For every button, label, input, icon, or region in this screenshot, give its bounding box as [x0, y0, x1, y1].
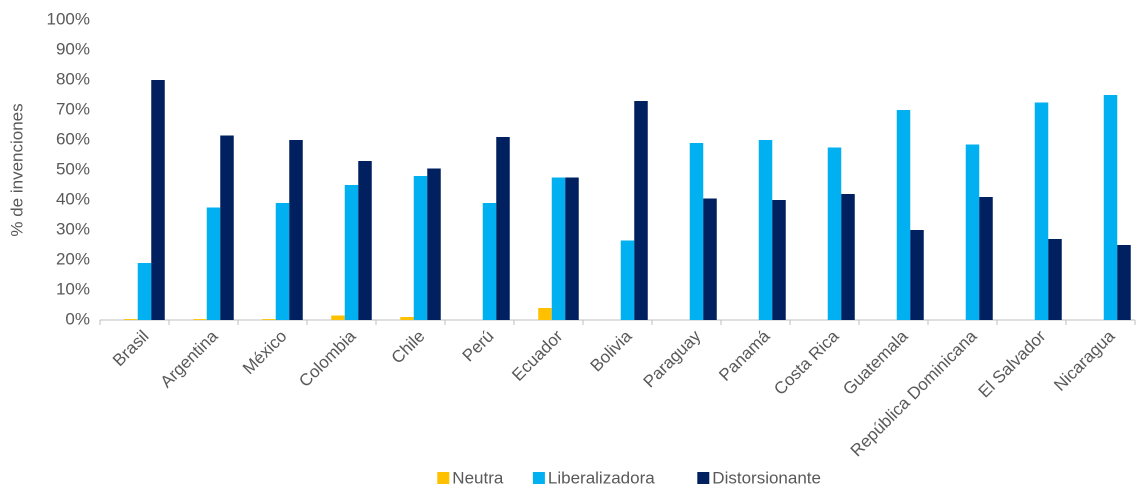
bar	[841, 194, 855, 320]
bar	[689, 143, 704, 320]
bar	[220, 135, 234, 320]
legend-swatch	[697, 472, 710, 484]
x-tick-label: Chile	[388, 327, 429, 368]
x-tick-label: Nicaragua	[1050, 326, 1119, 395]
bar	[482, 203, 497, 320]
y-tick-label: 0%	[65, 309, 90, 328]
x-tick-label: Costa Rica	[770, 326, 843, 399]
legend-label: Neutra	[452, 468, 504, 487]
bar	[827, 147, 842, 320]
bar	[206, 207, 221, 320]
y-tick-label: 60%	[56, 129, 90, 148]
y-axis-label: % de invenciones	[7, 103, 26, 236]
x-tick-label: Ecuador	[508, 326, 566, 384]
bar	[193, 319, 207, 320]
legend-swatch	[532, 472, 545, 484]
bar	[620, 240, 635, 320]
bar	[896, 110, 911, 320]
x-tick-label: Perú	[459, 327, 498, 366]
y-tick-label: 30%	[56, 219, 90, 238]
bar	[262, 319, 276, 320]
bar	[124, 319, 138, 320]
x-tick-label: El Salvador	[975, 326, 1050, 401]
bar	[137, 263, 152, 320]
bar	[275, 203, 290, 320]
bar	[758, 140, 773, 320]
bar	[1034, 102, 1049, 320]
y-tick-label: 100%	[47, 9, 90, 28]
x-tick-label: Guatemala	[839, 326, 912, 399]
bar	[965, 144, 980, 320]
x-tick-label: República Dominicana	[847, 326, 981, 460]
bar	[331, 315, 345, 320]
bar	[772, 200, 786, 320]
legend-swatch	[437, 472, 450, 484]
x-tick-label: Brasil	[109, 327, 152, 370]
legend-label: Distorsionante	[712, 468, 821, 487]
x-tick-label: Panamá	[715, 326, 774, 385]
bar	[289, 140, 303, 320]
bar	[151, 80, 165, 320]
y-tick-label: 20%	[56, 249, 90, 268]
x-tick-label: México	[239, 327, 291, 379]
bar	[358, 161, 372, 320]
x-tick-label: Bolivia	[587, 326, 636, 375]
y-tick-label: 40%	[56, 189, 90, 208]
bar	[703, 198, 717, 320]
y-tick-label: 90%	[56, 39, 90, 58]
bar	[565, 177, 579, 320]
bar	[1048, 239, 1062, 320]
bar	[1117, 245, 1131, 320]
bar	[634, 101, 648, 320]
y-tick-label: 80%	[56, 69, 90, 88]
x-tick-label: Paraguay	[640, 326, 705, 391]
bar	[1103, 95, 1118, 320]
bar	[496, 137, 510, 320]
bar	[413, 176, 428, 320]
x-tick-label: Argentina	[157, 326, 222, 391]
bar	[400, 317, 414, 320]
bar	[551, 177, 566, 320]
x-tick-label: Colombia	[295, 326, 360, 391]
bar	[344, 185, 359, 320]
legend-label: Liberalizadora	[548, 468, 655, 487]
y-tick-label: 70%	[56, 99, 90, 118]
y-tick-label: 10%	[56, 279, 90, 298]
bar	[538, 308, 552, 320]
bar	[979, 197, 993, 320]
bar	[910, 230, 924, 320]
bar	[427, 168, 441, 320]
y-tick-label: 50%	[56, 159, 90, 178]
